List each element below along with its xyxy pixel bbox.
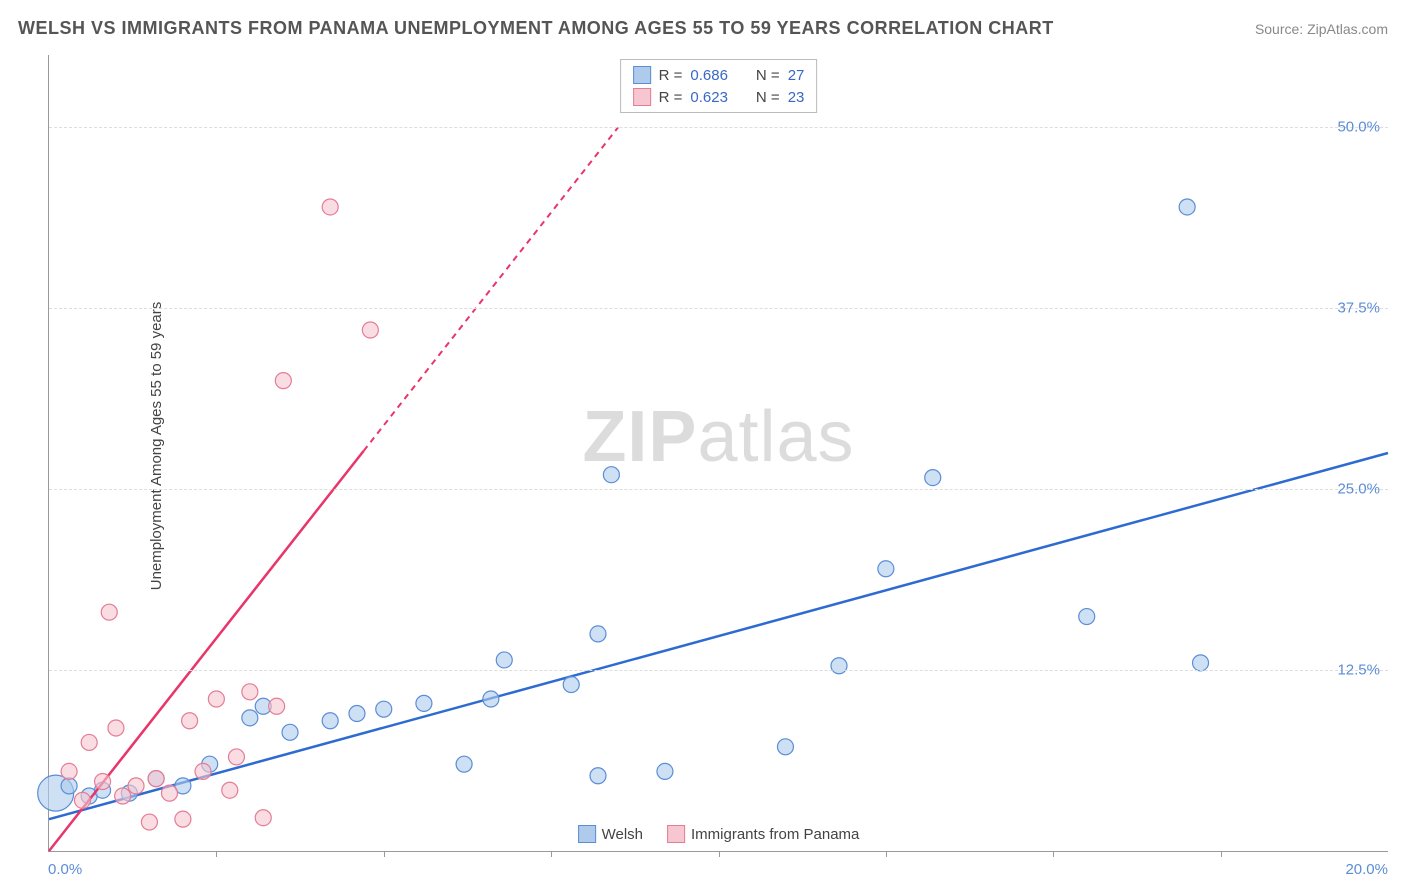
data-point <box>925 470 941 486</box>
legend-swatch <box>578 825 596 843</box>
chart-source: Source: ZipAtlas.com <box>1255 21 1388 37</box>
data-point <box>208 691 224 707</box>
data-point <box>182 713 198 729</box>
data-point <box>322 199 338 215</box>
chart-plot-area: ZIPatlas R =0.686N =27R =0.623N =23 Wels… <box>48 55 1388 852</box>
data-point <box>657 763 673 779</box>
scatter-svg <box>49 55 1388 851</box>
data-point <box>108 720 124 736</box>
y-tick-label: 50.0% <box>1337 119 1380 136</box>
trend-line <box>49 451 364 851</box>
y-tick-label: 37.5% <box>1337 300 1380 317</box>
data-point <box>590 768 606 784</box>
gridline <box>49 670 1388 671</box>
data-point <box>128 778 144 794</box>
x-tick <box>1053 851 1054 857</box>
legend-swatch <box>633 88 651 106</box>
data-point <box>483 691 499 707</box>
data-point <box>1193 655 1209 671</box>
data-point <box>1179 199 1195 215</box>
data-point <box>563 677 579 693</box>
data-point <box>242 684 258 700</box>
data-point <box>175 811 191 827</box>
gridline <box>49 489 1388 490</box>
data-point <box>275 373 291 389</box>
stats-row: R = 0.623 N = 23 <box>633 86 805 108</box>
gridline <box>49 127 1388 128</box>
data-point <box>603 467 619 483</box>
data-point <box>777 739 793 755</box>
stats-box: R = 0.686 N = 27 R = 0.623 N = 23 <box>620 59 818 113</box>
chart-header: WELSH VS IMMIGRANTS FROM PANAMA UNEMPLOY… <box>18 18 1388 39</box>
n-label: N = <box>756 67 780 84</box>
n-label: N = <box>756 89 780 106</box>
r-value: 0.623 <box>690 89 728 106</box>
data-point <box>590 626 606 642</box>
r-label: R = <box>659 89 683 106</box>
data-point <box>74 792 90 808</box>
data-point <box>81 734 97 750</box>
data-point <box>148 771 164 787</box>
data-point <box>269 698 285 714</box>
n-value: 27 <box>788 67 805 84</box>
r-label: R = <box>659 67 683 84</box>
data-point <box>228 749 244 765</box>
legend-label: Welsh <box>602 826 643 843</box>
data-point <box>61 778 77 794</box>
x-tick <box>1221 851 1222 857</box>
stats-row: R = 0.686 N = 27 <box>633 64 805 86</box>
data-point <box>115 788 131 804</box>
data-point <box>1079 609 1095 625</box>
x-tick <box>886 851 887 857</box>
data-point <box>878 561 894 577</box>
legend-item: Welsh <box>578 825 643 843</box>
data-point <box>255 810 271 826</box>
x-axis-max-label: 20.0% <box>1345 861 1388 878</box>
bottom-legend: Welsh Immigrants from Panama <box>570 825 868 843</box>
data-point <box>101 604 117 620</box>
x-tick <box>384 851 385 857</box>
data-point <box>416 695 432 711</box>
data-point <box>242 710 258 726</box>
x-axis-min-label: 0.0% <box>48 861 82 878</box>
legend-label: Immigrants from Panama <box>691 826 859 843</box>
n-value: 23 <box>788 89 805 106</box>
y-tick-label: 12.5% <box>1337 662 1380 679</box>
data-point <box>831 658 847 674</box>
data-point <box>362 322 378 338</box>
x-tick <box>551 851 552 857</box>
trend-line-dashed <box>364 127 618 451</box>
x-tick <box>216 851 217 857</box>
data-point <box>496 652 512 668</box>
data-point <box>195 763 211 779</box>
legend-swatch <box>667 825 685 843</box>
legend-swatch <box>633 66 651 84</box>
data-point <box>222 782 238 798</box>
data-point <box>282 724 298 740</box>
trend-line <box>49 453 1388 819</box>
data-point <box>376 701 392 717</box>
data-point <box>349 706 365 722</box>
data-point <box>61 763 77 779</box>
data-point <box>162 785 178 801</box>
y-tick-label: 25.0% <box>1337 481 1380 498</box>
data-point <box>322 713 338 729</box>
data-point <box>95 774 111 790</box>
data-point <box>141 814 157 830</box>
chart-title: WELSH VS IMMIGRANTS FROM PANAMA UNEMPLOY… <box>18 18 1054 39</box>
data-point <box>456 756 472 772</box>
gridline <box>49 308 1388 309</box>
legend-item: Immigrants from Panama <box>667 825 859 843</box>
r-value: 0.686 <box>690 67 728 84</box>
x-tick <box>719 851 720 857</box>
